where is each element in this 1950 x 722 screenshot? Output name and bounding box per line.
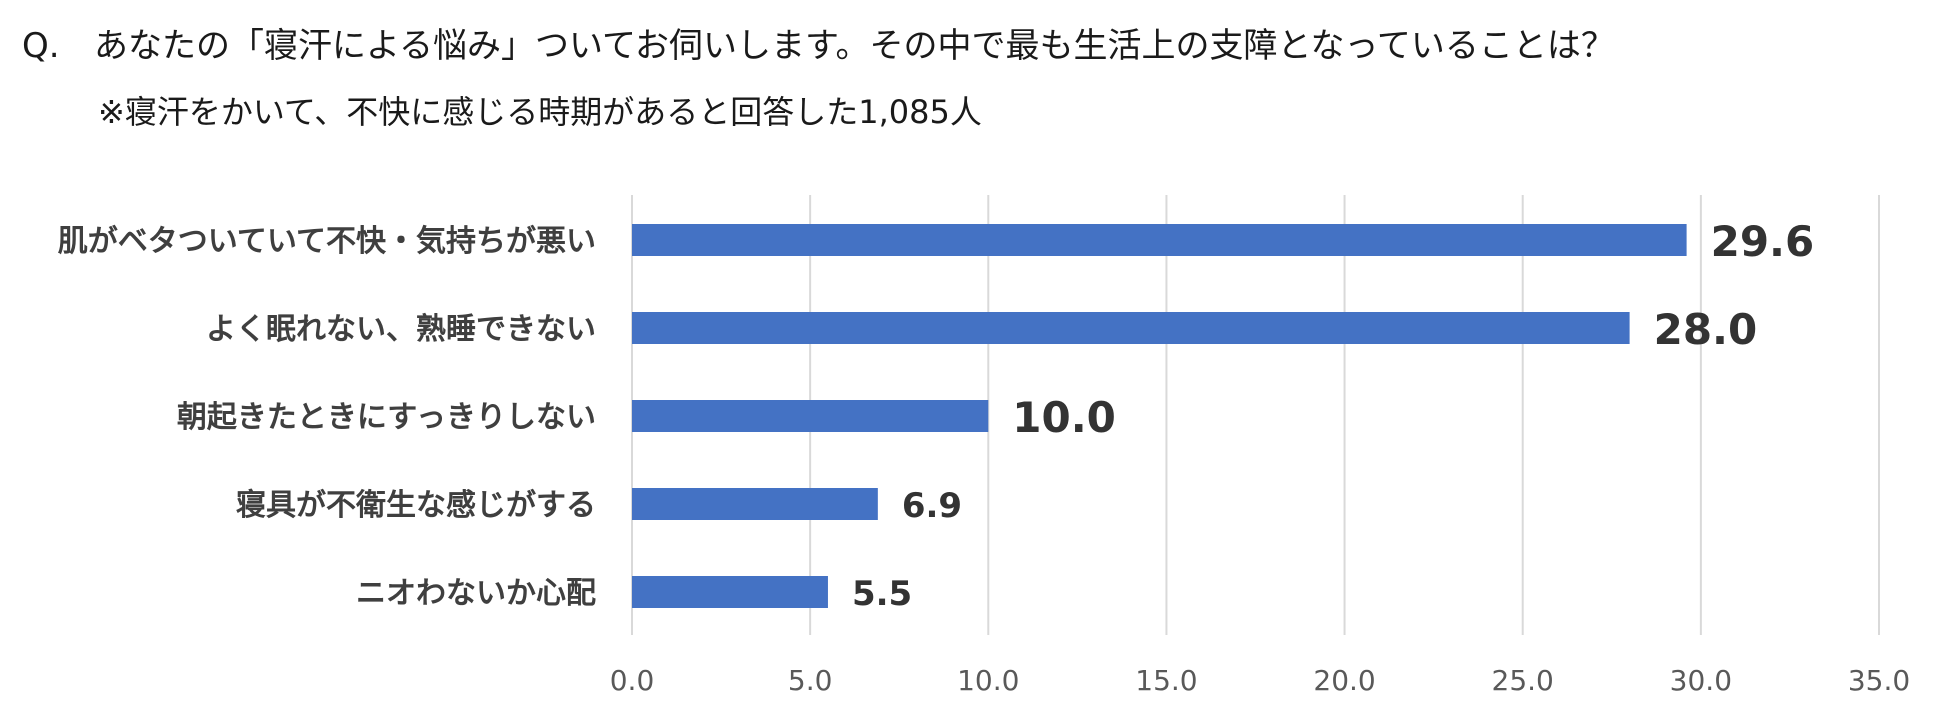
data-label: 29.6	[1711, 217, 1815, 266]
bar-2	[632, 400, 989, 432]
data-label: 5.5	[852, 574, 912, 614]
data-label: 6.9	[902, 486, 962, 526]
question-prefix: Q.	[22, 26, 60, 66]
bar-1	[632, 312, 1630, 344]
question-text: Q. あなたの「寝汗による悩み」ついてお伺いします。その中で最も生活上の支障となっ…	[22, 22, 1615, 70]
x-tick-label: 35.0	[1848, 664, 1910, 697]
x-tick-label: 15.0	[1135, 664, 1197, 697]
x-tick-label: 30.0	[1670, 664, 1732, 697]
category-label: 寝具が不衛生な感じがする	[236, 488, 596, 523]
bar-3	[632, 488, 878, 520]
category-label: 肌がベタついていて不快・気持ちが悪い	[58, 224, 596, 259]
x-tick-label: 20.0	[1313, 664, 1375, 697]
data-label: 28.0	[1654, 305, 1758, 354]
data-label: 10.0	[1012, 393, 1116, 442]
bar-4	[632, 576, 828, 608]
bar-0	[632, 224, 1687, 256]
x-tick-label: 5.0	[788, 664, 833, 697]
x-tick-label: 25.0	[1492, 664, 1554, 697]
x-tick-label: 0.0	[610, 664, 655, 697]
question-body: あなたの「寝汗による悩み」ついてお伺いします。その中で最も生活上の支障となってい…	[94, 26, 1615, 66]
category-label: ニオわないか心配	[356, 576, 596, 611]
x-tick-label: 10.0	[957, 664, 1019, 697]
category-label: よく眠れない、熟睡できない	[206, 312, 596, 347]
category-label: 朝起きたときにすっきりしない	[177, 400, 596, 435]
respondent-note: ※寝汗をかいて、不快に感じる時期があると回答した1,085人	[98, 93, 982, 131]
